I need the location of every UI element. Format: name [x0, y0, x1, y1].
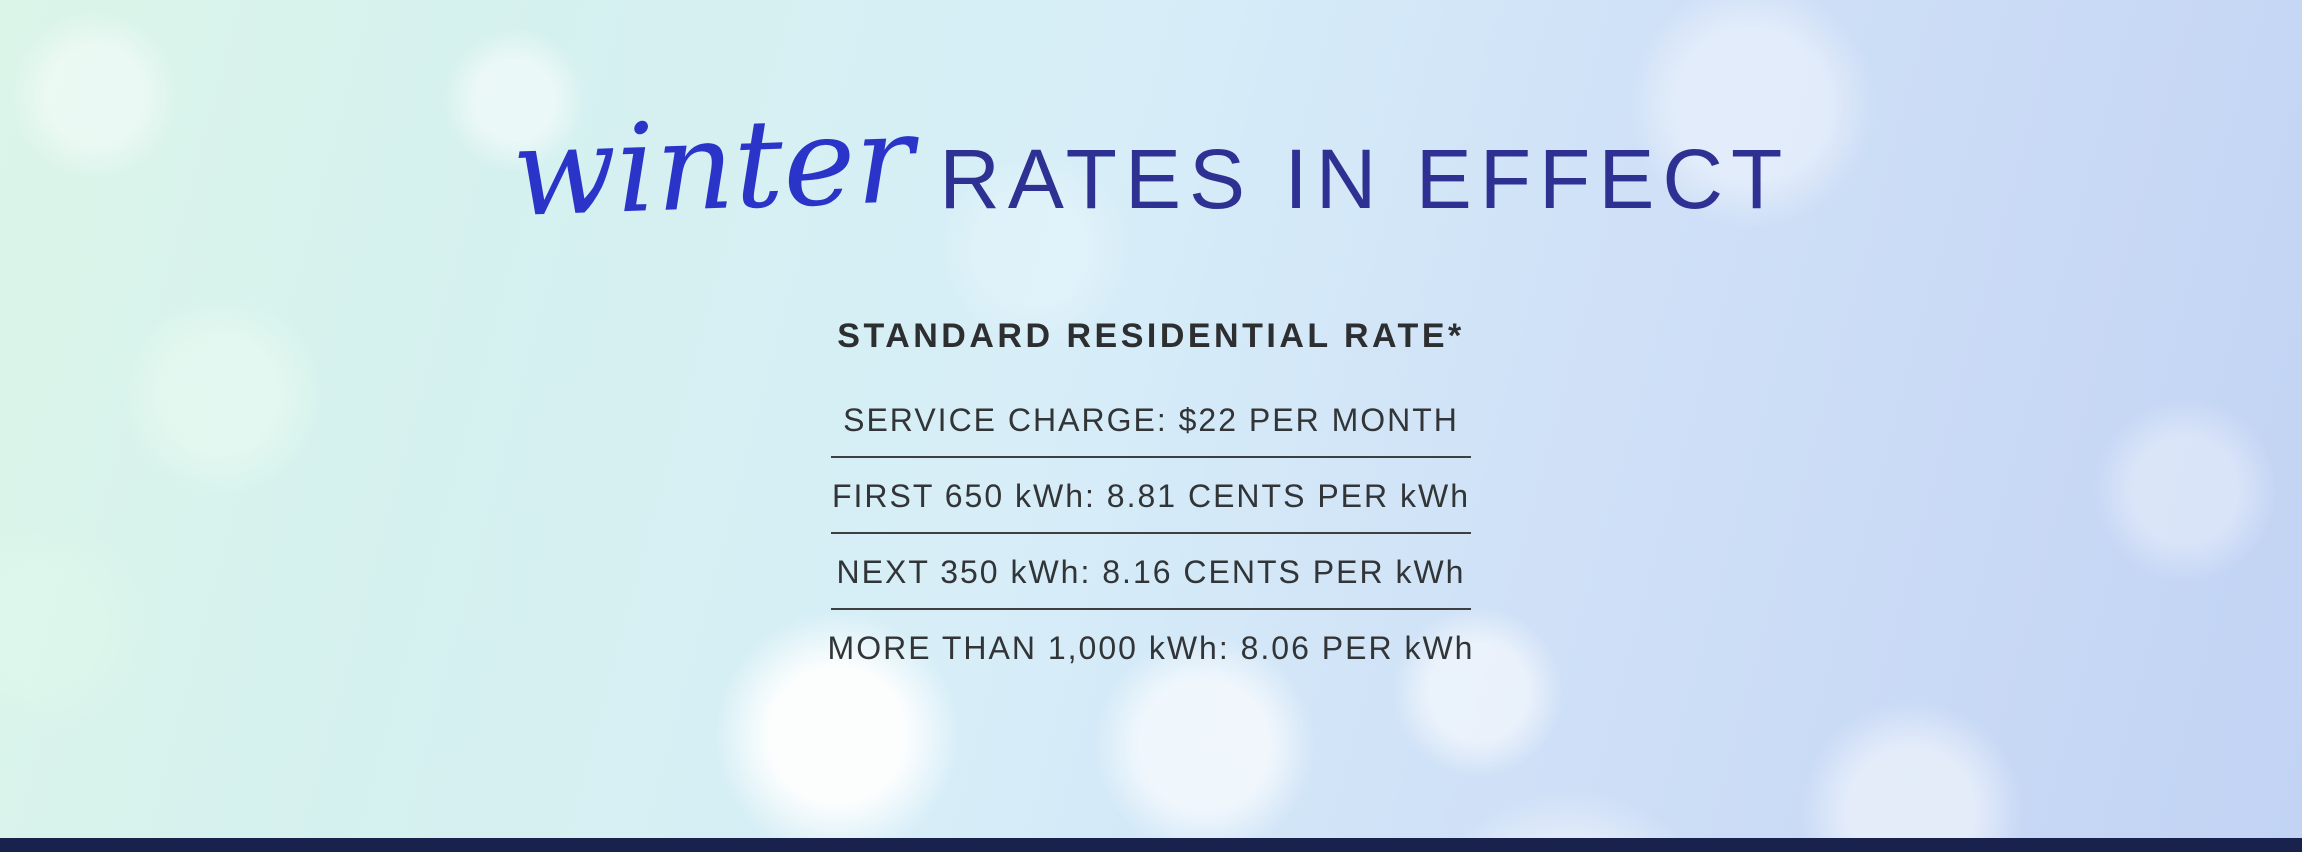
rate-line-service-charge: SERVICE CHARGE: $22 PER MONTH [843, 402, 1459, 438]
banner-title: winter RATES IN EFFECT [509, 88, 1791, 295]
divider [830, 456, 1471, 458]
divider [830, 532, 1471, 534]
title-script-word: winter [509, 88, 916, 244]
rate-line-next-350: NEXT 350 kWh: 8.16 CENTS PER kWh [836, 554, 1466, 590]
rate-list: SERVICE CHARGE: $22 PER MONTH FIRST 650 … [828, 382, 1475, 684]
bottom-border-bar [0, 838, 2302, 852]
rate-line-more-than-1000: MORE THAN 1,000 kWh: 8.06 PER kWh [827, 630, 1475, 666]
divider [830, 608, 1471, 610]
rate-line-first-650: FIRST 650 kWh: 8.81 CENTS PER kWh [831, 478, 1470, 514]
title-caps-text: RATES IN EFFECT [939, 132, 1791, 226]
subtitle-standard-residential-rate: STANDARD RESIDENTIAL RATE* [837, 317, 1465, 355]
